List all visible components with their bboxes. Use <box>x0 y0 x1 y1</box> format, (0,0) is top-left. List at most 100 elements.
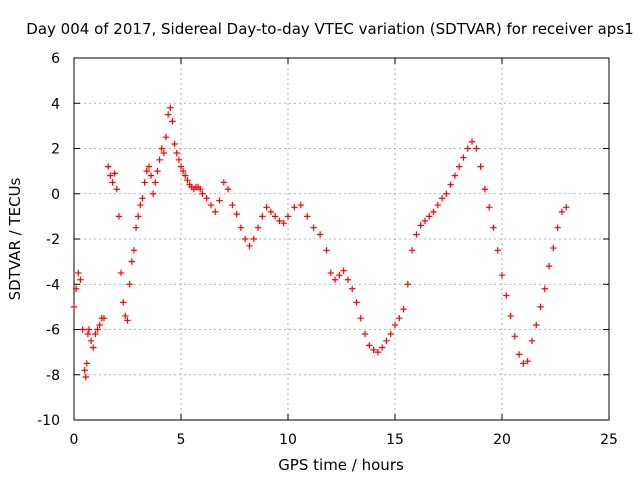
data-point <box>541 285 548 292</box>
data-point <box>242 235 249 243</box>
data-point <box>90 344 97 351</box>
points-layer <box>70 104 570 381</box>
data-point <box>537 303 544 311</box>
data-point <box>145 163 153 170</box>
data-point <box>417 222 424 229</box>
data-point <box>340 267 347 274</box>
data-point <box>197 186 204 193</box>
x-tick-label: 5 <box>177 432 186 448</box>
data-point <box>147 172 155 179</box>
chart-title: Day 004 of 2017, Sidereal Day-to-day VTE… <box>26 20 633 38</box>
data-point <box>72 285 80 292</box>
data-point <box>109 179 116 186</box>
data-point <box>473 145 480 152</box>
data-point <box>443 190 450 197</box>
data-point <box>81 367 88 374</box>
data-point <box>447 181 454 188</box>
data-point <box>83 360 91 367</box>
x-tick-label: 10 <box>279 432 297 448</box>
data-point <box>94 326 101 333</box>
data-point <box>70 303 78 311</box>
data-point <box>152 179 159 186</box>
data-point <box>254 224 262 231</box>
data-point <box>113 186 120 193</box>
data-point <box>361 330 369 338</box>
data-point <box>179 167 187 175</box>
y-tick-label: -10 <box>37 413 60 429</box>
x-tick-label: 20 <box>493 432 511 448</box>
data-point <box>237 224 245 231</box>
data-point <box>477 163 484 170</box>
data-point <box>481 186 489 193</box>
data-point <box>276 217 283 225</box>
y-tick-label: -8 <box>46 368 60 384</box>
data-point <box>105 163 112 170</box>
data-point <box>297 201 305 209</box>
data-point <box>96 321 103 329</box>
data-point <box>87 337 95 345</box>
data-point <box>126 281 133 288</box>
data-point <box>267 208 275 216</box>
data-point <box>77 276 84 283</box>
data-point <box>184 176 191 184</box>
data-point <box>438 195 446 202</box>
data-point <box>154 167 161 175</box>
y-axis-label: SDTVAR / TECUs <box>6 177 24 300</box>
data-point <box>224 186 232 193</box>
data-point <box>396 314 403 322</box>
data-point <box>220 179 227 186</box>
data-point <box>400 305 407 313</box>
data-point <box>158 145 165 152</box>
data-point <box>137 201 144 209</box>
data-point <box>162 133 170 141</box>
data-point <box>139 195 146 202</box>
data-point <box>430 208 437 216</box>
data-point <box>128 258 135 265</box>
y-tick-label: 2 <box>51 142 60 158</box>
data-point <box>421 217 429 225</box>
data-point <box>520 360 527 367</box>
data-point <box>558 208 566 216</box>
data-point <box>349 285 356 292</box>
data-point <box>515 351 523 358</box>
data-point <box>383 337 390 345</box>
data-point <box>207 201 215 209</box>
data-point <box>413 231 420 238</box>
data-point <box>100 314 108 322</box>
data-point <box>115 213 123 220</box>
data-point <box>498 272 506 279</box>
data-point <box>460 154 467 161</box>
data-point <box>160 149 168 157</box>
data-point <box>485 204 493 211</box>
x-axis-label: GPS time / hours <box>278 456 404 474</box>
data-point <box>524 357 531 365</box>
data-point <box>331 276 339 283</box>
data-point <box>511 333 519 340</box>
y-tick-label: 6 <box>51 51 60 67</box>
data-point <box>284 213 292 220</box>
data-point <box>82 373 89 381</box>
data-point <box>304 213 311 220</box>
data-point <box>84 330 92 338</box>
data-point <box>507 312 514 320</box>
data-point <box>169 118 176 125</box>
data-point <box>75 269 82 277</box>
data-point <box>490 224 497 231</box>
data-point <box>135 213 142 220</box>
data-point <box>182 172 189 179</box>
data-point <box>271 213 279 220</box>
data-point <box>327 269 334 277</box>
y-tick-label: -4 <box>46 277 60 293</box>
y-tick-label: 4 <box>51 96 60 112</box>
data-point <box>434 201 441 209</box>
data-point <box>408 247 416 254</box>
data-point <box>563 204 570 211</box>
data-point <box>353 299 360 306</box>
data-point <box>167 104 174 111</box>
y-tick-label: 0 <box>51 187 60 203</box>
data-point <box>404 281 412 288</box>
data-point <box>370 346 377 354</box>
data-point <box>85 326 93 333</box>
data-point <box>246 242 253 249</box>
